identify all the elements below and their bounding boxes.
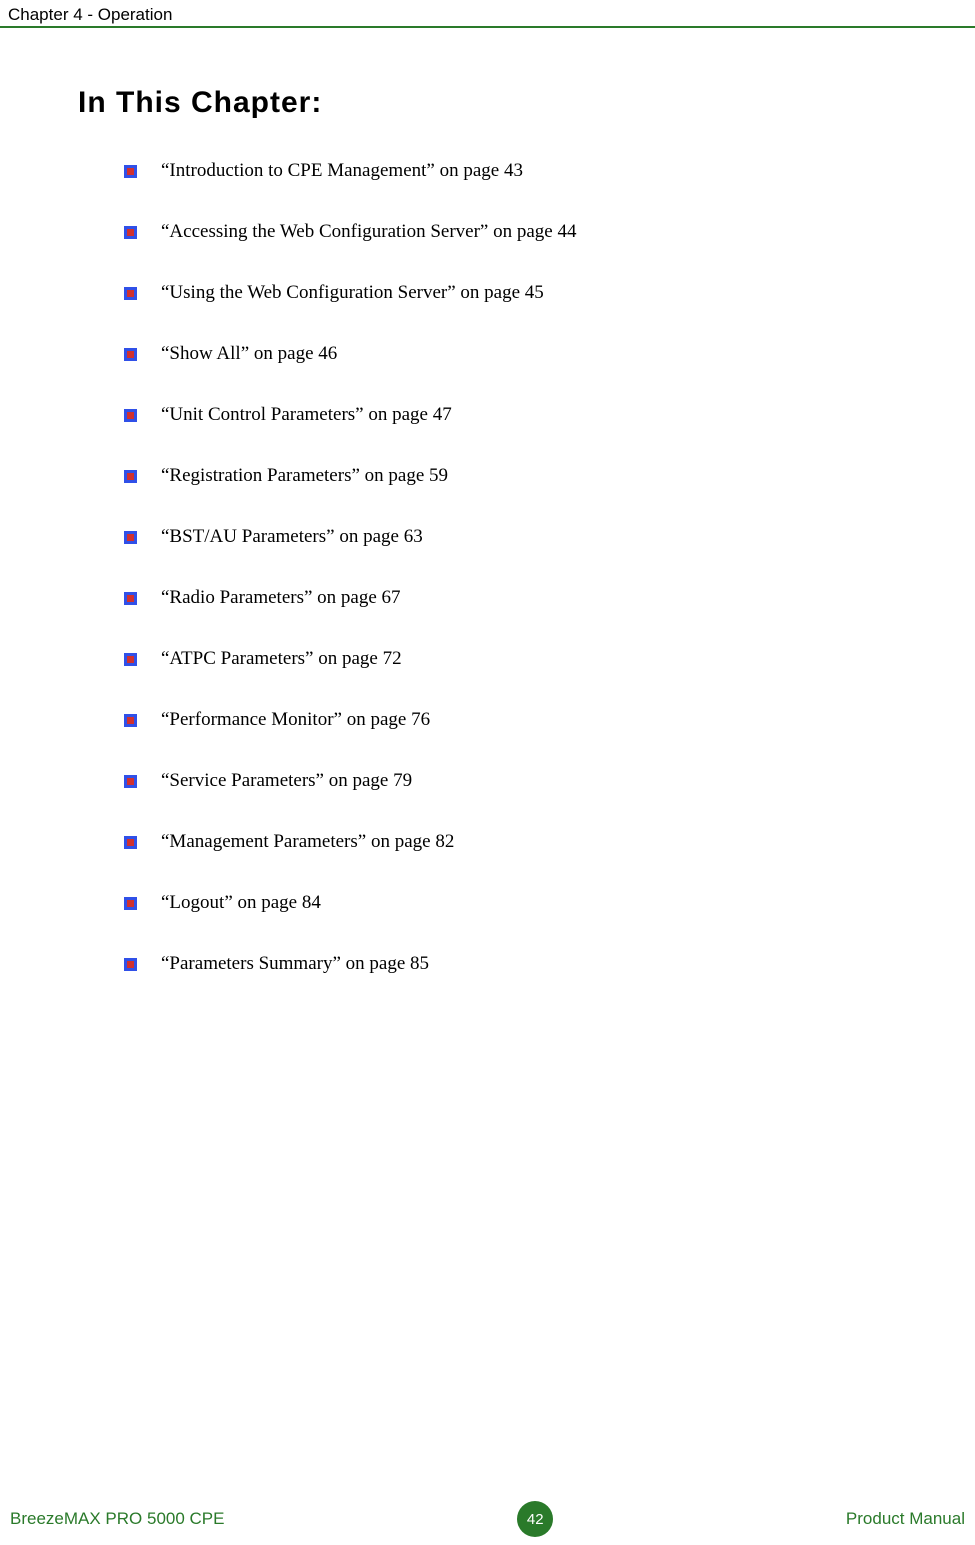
toc-link-text[interactable]: “Registration Parameters” on page 59 [161, 465, 448, 487]
bullet-icon [124, 897, 137, 910]
toc-item: “Logout” on page 84 [124, 892, 975, 914]
toc-item: “Performance Monitor” on page 76 [124, 709, 975, 731]
page-footer: BreezeMAX PRO 5000 CPE 42 Product Manual [0, 1501, 975, 1537]
bullet-icon [124, 226, 137, 239]
bullet-icon [124, 287, 137, 300]
bullet-icon [124, 470, 137, 483]
toc-link-text[interactable]: “Parameters Summary” on page 85 [161, 953, 429, 975]
toc-link-text[interactable]: “ATPC Parameters” on page 72 [161, 648, 402, 670]
toc-item: “Service Parameters” on page 79 [124, 770, 975, 792]
toc-item: “Registration Parameters” on page 59 [124, 465, 975, 487]
toc-link-text[interactable]: “Accessing the Web Configuration Server”… [161, 221, 576, 243]
bullet-icon [124, 165, 137, 178]
page-header: Chapter 4 - Operation [0, 0, 975, 28]
bullet-icon [124, 714, 137, 727]
footer-product-name: BreezeMAX PRO 5000 CPE [10, 1509, 224, 1529]
toc-link-text[interactable]: “Unit Control Parameters” on page 47 [161, 404, 452, 426]
toc-item: “BST/AU Parameters” on page 63 [124, 526, 975, 548]
bullet-icon [124, 531, 137, 544]
toc-list: “Introduction to CPE Management” on page… [78, 160, 975, 975]
toc-link-text[interactable]: “Service Parameters” on page 79 [161, 770, 412, 792]
toc-link-text[interactable]: “Using the Web Configuration Server” on … [161, 282, 544, 304]
toc-link-text[interactable]: “BST/AU Parameters” on page 63 [161, 526, 423, 548]
toc-item: “ATPC Parameters” on page 72 [124, 648, 975, 670]
bullet-icon [124, 592, 137, 605]
toc-link-text[interactable]: “Introduction to CPE Management” on page… [161, 160, 523, 182]
bullet-icon [124, 958, 137, 971]
toc-link-text[interactable]: “Show All” on page 46 [161, 343, 337, 365]
toc-link-text[interactable]: “Performance Monitor” on page 76 [161, 709, 430, 731]
toc-link-text[interactable]: “Radio Parameters” on page 67 [161, 587, 401, 609]
bullet-icon [124, 653, 137, 666]
bullet-icon [124, 348, 137, 361]
section-title: In This Chapter: [78, 86, 975, 120]
page-number-badge: 42 [517, 1501, 553, 1537]
toc-item: “Accessing the Web Configuration Server”… [124, 221, 975, 243]
toc-item: “Radio Parameters” on page 67 [124, 587, 975, 609]
toc-item: “Introduction to CPE Management” on page… [124, 160, 975, 182]
toc-link-text[interactable]: “Management Parameters” on page 82 [161, 831, 454, 853]
footer-doc-type: Product Manual [846, 1509, 965, 1529]
toc-item: “Show All” on page 46 [124, 343, 975, 365]
toc-item: “Management Parameters” on page 82 [124, 831, 975, 853]
toc-item: “Unit Control Parameters” on page 47 [124, 404, 975, 426]
bullet-icon [124, 409, 137, 422]
bullet-icon [124, 775, 137, 788]
toc-item: “Parameters Summary” on page 85 [124, 953, 975, 975]
page-content: In This Chapter: “Introduction to CPE Ma… [0, 28, 975, 975]
toc-link-text[interactable]: “Logout” on page 84 [161, 892, 321, 914]
chapter-label: Chapter 4 - Operation [8, 5, 172, 25]
bullet-icon [124, 836, 137, 849]
toc-item: “Using the Web Configuration Server” on … [124, 282, 975, 304]
